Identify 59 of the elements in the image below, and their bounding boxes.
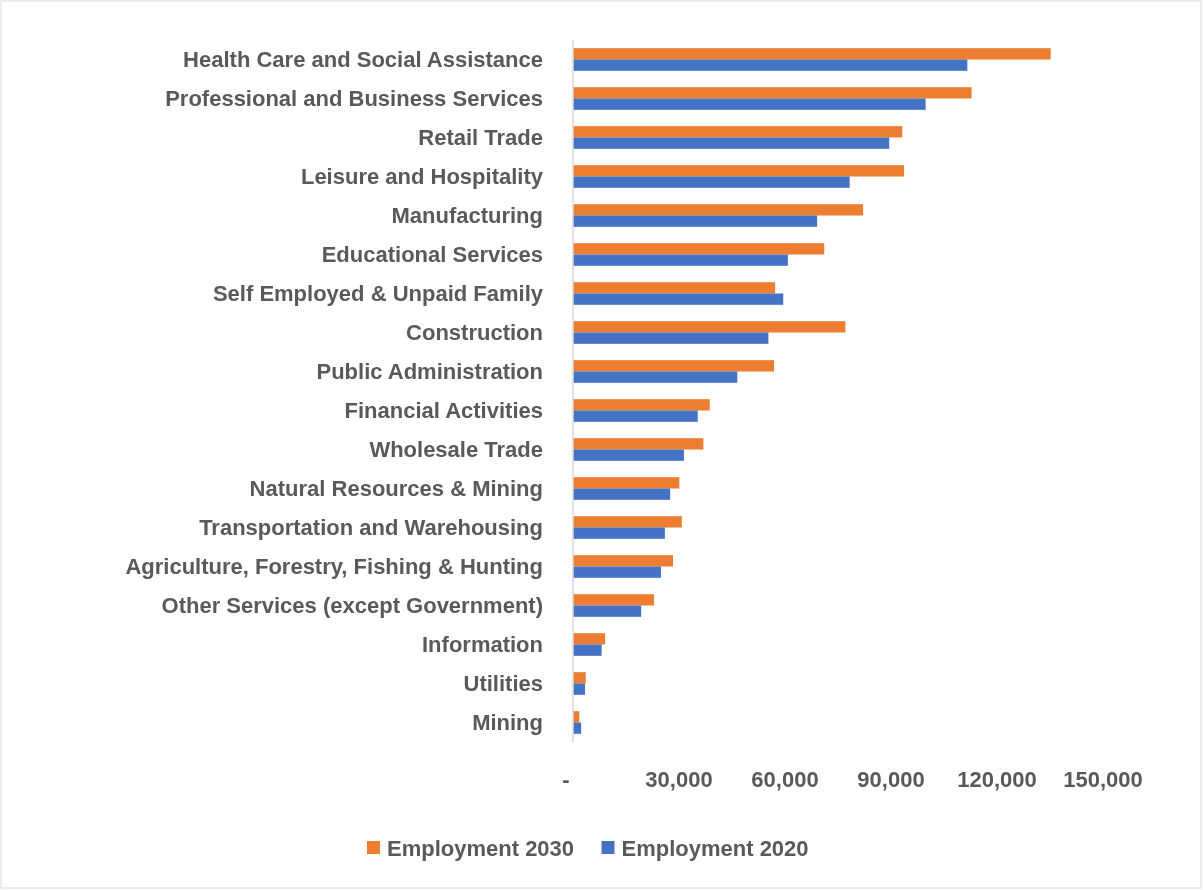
x-tick-label: 60,000 xyxy=(751,767,819,792)
bar xyxy=(573,477,680,489)
bar xyxy=(573,293,784,305)
bar xyxy=(573,282,776,294)
y-tick-label: Financial Activities xyxy=(344,398,543,424)
bar xyxy=(573,87,972,99)
bar xyxy=(573,126,903,138)
bar xyxy=(573,360,775,372)
bar xyxy=(573,59,968,71)
x-tick-label: 150,000 xyxy=(1063,767,1143,792)
bar xyxy=(573,555,673,567)
y-tick-label: Leisure and Hospitality xyxy=(300,164,544,190)
bar xyxy=(573,48,1051,60)
bar xyxy=(573,672,586,684)
y-tick-label: Utilities xyxy=(463,671,543,697)
y-tick-label: Wholesale Trade xyxy=(369,437,543,463)
bar xyxy=(573,594,654,606)
y-tick-label: Transportation and Warehousing xyxy=(199,515,543,541)
y-tick-label: Information xyxy=(422,632,543,658)
bar xyxy=(573,399,710,411)
bar xyxy=(573,321,846,333)
y-tick-label: Self Employed & Unpaid Family xyxy=(212,281,544,307)
legend-label: Employment 2020 xyxy=(621,835,809,861)
x-tick-label: - xyxy=(562,767,570,792)
x-tick-label: 90,000 xyxy=(857,767,925,792)
bar xyxy=(573,215,818,227)
bar xyxy=(573,605,642,617)
y-tick-label: Other Services (except Government) xyxy=(161,593,543,619)
x-tick-label: 30,000 xyxy=(645,767,713,792)
bar xyxy=(573,371,738,383)
y-tick-label: Health Care and Social Assistance xyxy=(183,47,543,73)
bar xyxy=(573,644,602,656)
x-tick-label: 120,000 xyxy=(957,767,1037,792)
bar xyxy=(573,516,682,528)
y-tick-label: Natural Resources & Mining xyxy=(249,476,543,502)
bar xyxy=(573,165,905,177)
bar xyxy=(573,98,926,110)
bar xyxy=(573,449,684,461)
y-tick-label: Agriculture, Forestry, Fishing & Hunting xyxy=(125,554,543,580)
y-tick-label: Professional and Business Services xyxy=(165,86,543,112)
y-tick-label: Construction xyxy=(406,320,543,346)
bar xyxy=(573,566,661,578)
bar xyxy=(573,438,704,450)
y-tick-label: Manufacturing xyxy=(391,203,543,229)
bar xyxy=(573,204,864,216)
bar xyxy=(573,137,890,149)
y-tick-label: Educational Services xyxy=(321,242,543,268)
bar xyxy=(573,410,698,422)
bar xyxy=(573,332,769,344)
bar xyxy=(573,243,825,255)
y-tick-label: Retail Trade xyxy=(418,125,543,151)
legend-label: Employment 2030 xyxy=(387,835,575,861)
y-tick-label: Mining xyxy=(472,710,543,736)
bar xyxy=(573,488,671,500)
bar xyxy=(573,176,850,188)
bar xyxy=(573,527,665,539)
y-tick-label: Public Administration xyxy=(316,359,543,385)
bar xyxy=(573,633,606,645)
bar xyxy=(573,254,788,266)
